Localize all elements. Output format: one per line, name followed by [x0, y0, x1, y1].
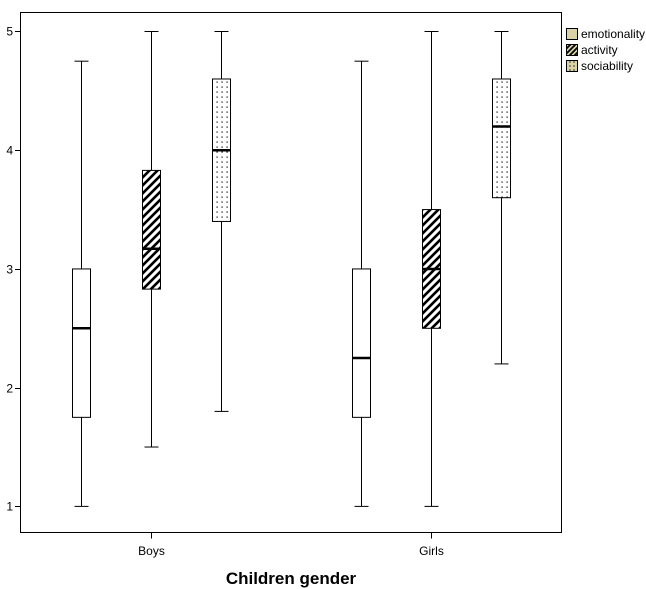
legend-swatch [566, 44, 578, 56]
y-tick-label: 1 [6, 500, 13, 514]
box-activity-girls [422, 30, 441, 507]
legend-swatch [566, 28, 578, 40]
legend-label: emotionality [581, 27, 645, 41]
x-tick-label: Girls [419, 544, 444, 558]
y-axis: 1 2 3 4 5 [6, 25, 21, 514]
legend-item-sociability: sociability [566, 59, 633, 73]
y-tick-label: 2 [6, 382, 13, 396]
box-iqr [72, 268, 91, 418]
legend: emotionality activity sociability [566, 27, 645, 73]
legend-item-emotionality: emotionality [566, 27, 645, 41]
legend-swatch [566, 60, 578, 72]
legend-label: activity [581, 43, 618, 57]
x-axis: Boys Girls [138, 532, 444, 558]
box-sociability-boys [212, 30, 231, 412]
box-iqr [142, 169, 161, 290]
y-tick-label: 3 [6, 263, 13, 277]
legend-item-activity: activity [566, 43, 618, 57]
plot-frame [20, 12, 562, 533]
x-axis-title: Children gender [226, 569, 357, 588]
y-tick-label: 4 [6, 144, 13, 158]
box-emotionality-girls [352, 60, 371, 507]
box-iqr [352, 268, 371, 418]
legend-label: sociability [581, 59, 633, 73]
box-sociability-girls [492, 30, 511, 365]
box-iqr [492, 78, 511, 199]
box-emotionality-boys [72, 60, 91, 507]
box-series [72, 30, 511, 507]
y-tick-label: 5 [6, 25, 13, 39]
box-activity-boys [142, 30, 161, 448]
x-tick-label: Boys [138, 544, 165, 558]
